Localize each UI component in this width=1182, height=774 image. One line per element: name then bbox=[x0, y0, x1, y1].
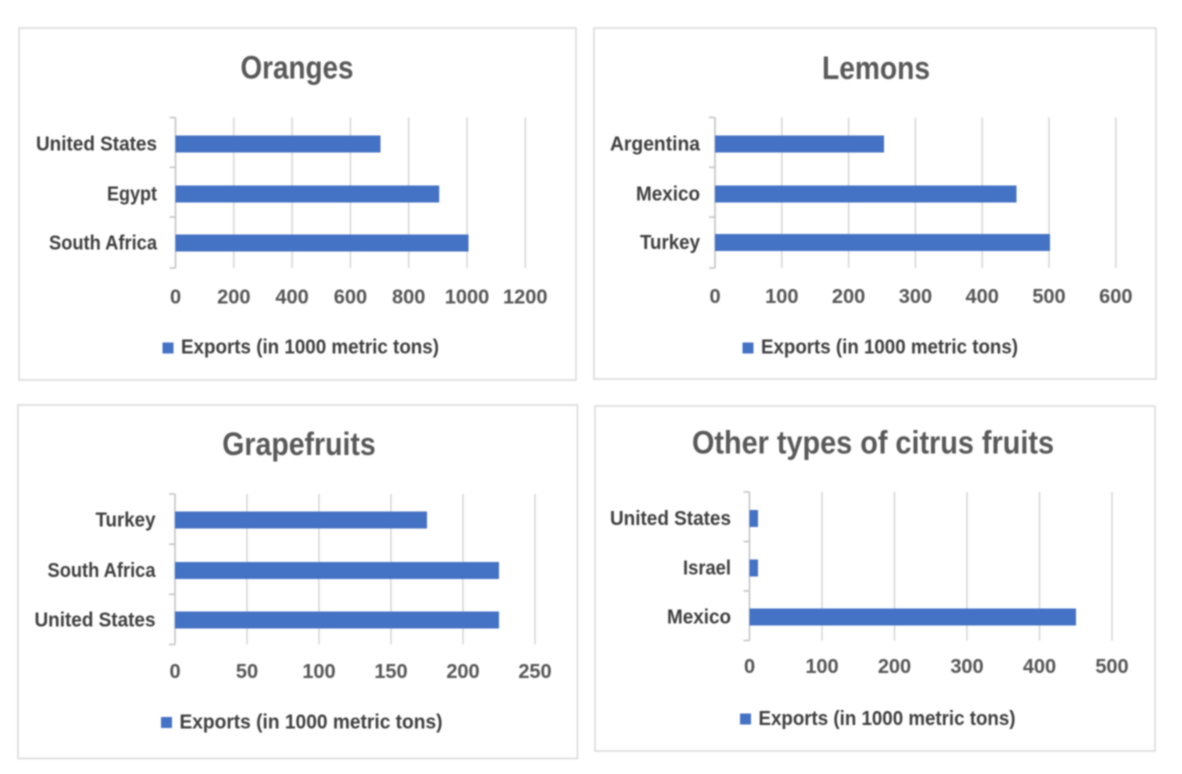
svg-text:United States: United States bbox=[36, 134, 157, 156]
svg-text:100: 100 bbox=[765, 286, 798, 308]
svg-text:100: 100 bbox=[805, 656, 838, 678]
svg-text:200: 200 bbox=[832, 286, 865, 308]
svg-text:0: 0 bbox=[170, 287, 181, 309]
svg-text:Exports (in 1000 metric tons): Exports (in 1000 metric tons) bbox=[761, 337, 1018, 359]
svg-text:Egypt: Egypt bbox=[107, 184, 157, 206]
svg-text:600: 600 bbox=[334, 287, 367, 309]
svg-text:Argentina: Argentina bbox=[610, 134, 701, 156]
svg-text:South Africa: South Africa bbox=[48, 560, 157, 582]
svg-text:200: 200 bbox=[217, 287, 250, 309]
svg-text:0: 0 bbox=[744, 656, 755, 678]
svg-text:100: 100 bbox=[302, 661, 335, 683]
svg-text:South Africa: South Africa bbox=[49, 233, 158, 255]
svg-text:300: 300 bbox=[899, 286, 932, 308]
svg-text:50: 50 bbox=[236, 661, 258, 683]
svg-text:Turkey: Turkey bbox=[96, 510, 157, 532]
svg-text:Other types of citrus fruits: Other types of citrus fruits bbox=[692, 425, 1054, 461]
svg-text:1200: 1200 bbox=[503, 287, 548, 309]
svg-text:United States: United States bbox=[35, 610, 156, 632]
svg-text:1000: 1000 bbox=[445, 287, 490, 309]
svg-text:400: 400 bbox=[275, 287, 308, 309]
svg-text:Grapefruits: Grapefruits bbox=[222, 426, 376, 462]
svg-text:400: 400 bbox=[966, 286, 999, 308]
svg-text:300: 300 bbox=[950, 656, 983, 678]
svg-text:Turkey: Turkey bbox=[640, 232, 701, 254]
svg-text:Oranges: Oranges bbox=[241, 50, 354, 86]
svg-text:Exports (in 1000 metric tons): Exports (in 1000 metric tons) bbox=[181, 337, 439, 359]
svg-text:400: 400 bbox=[1023, 656, 1056, 678]
svg-text:200: 200 bbox=[446, 661, 479, 683]
svg-text:Mexico: Mexico bbox=[636, 184, 700, 206]
svg-text:800: 800 bbox=[392, 287, 425, 309]
svg-text:Mexico: Mexico bbox=[667, 607, 731, 629]
svg-text:Israel: Israel bbox=[683, 558, 731, 580]
svg-text:200: 200 bbox=[878, 656, 911, 678]
svg-text:United States: United States bbox=[610, 508, 731, 530]
svg-text:500: 500 bbox=[1032, 286, 1065, 308]
svg-text:0: 0 bbox=[709, 286, 720, 308]
svg-text:Exports (in 1000 metric tons): Exports (in 1000 metric tons) bbox=[759, 708, 1016, 730]
svg-text:0: 0 bbox=[169, 661, 180, 683]
svg-text:Exports (in 1000 metric tons): Exports (in 1000 metric tons) bbox=[180, 712, 443, 734]
svg-text:150: 150 bbox=[374, 661, 407, 683]
svg-text:500: 500 bbox=[1095, 656, 1128, 678]
svg-text:600: 600 bbox=[1099, 286, 1132, 308]
svg-text:250: 250 bbox=[518, 661, 551, 683]
svg-text:Lemons: Lemons bbox=[822, 50, 930, 86]
